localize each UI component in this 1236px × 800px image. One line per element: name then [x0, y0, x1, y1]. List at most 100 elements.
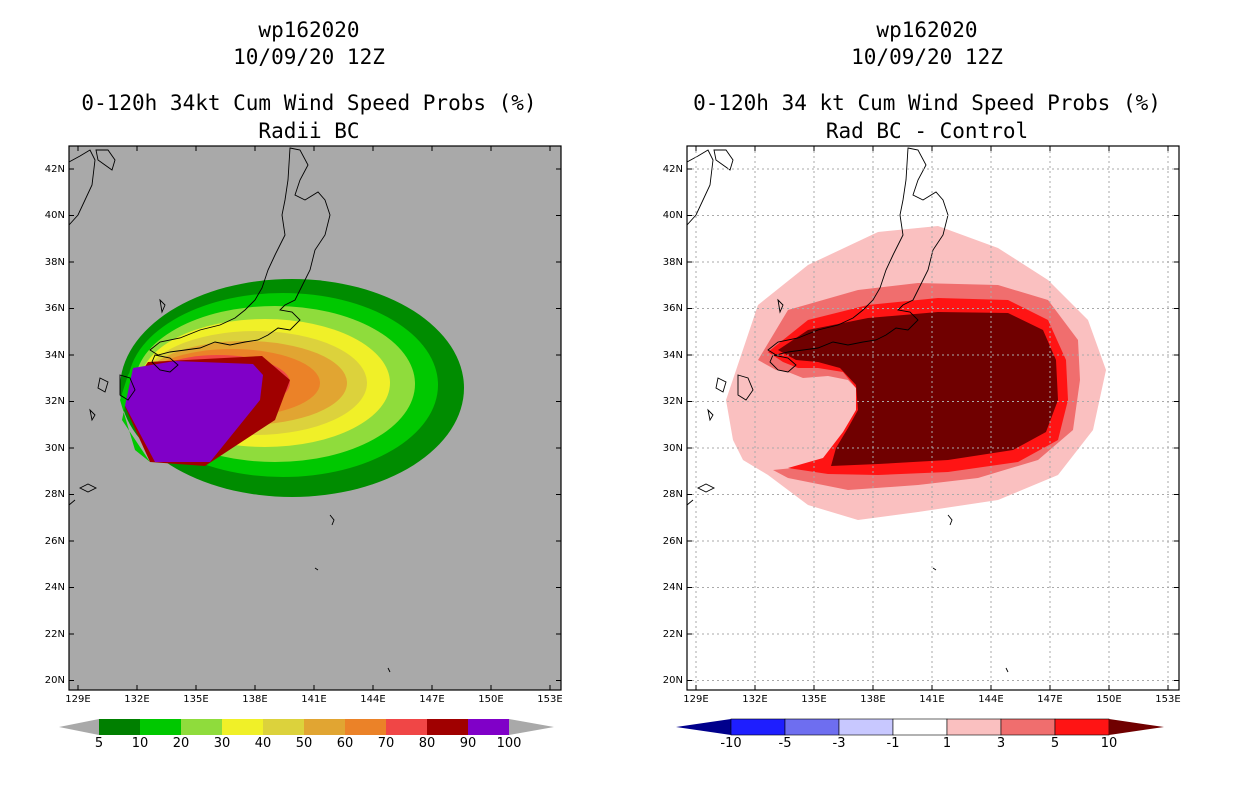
lat-label: 36N — [662, 303, 683, 314]
lon-label: 132E — [124, 694, 150, 705]
colorbar-swatch — [784, 718, 840, 736]
left-subtitle: Radii BC — [258, 119, 360, 143]
lat-label: 30N — [662, 443, 683, 454]
lat-label: 20N — [44, 675, 65, 686]
colorbar-label: 90 — [459, 736, 477, 751]
colorbar-label: 60 — [336, 736, 354, 751]
lon-label: 129E — [65, 694, 91, 705]
colorbar-swatch — [838, 718, 894, 736]
right-coastlines — [687, 147, 1009, 673]
colorbar-swatch — [140, 719, 181, 735]
right-colorbar — [676, 718, 1164, 736]
left-product-title: 0-120h 34kt Cum Wind Speed Probs (%) — [81, 91, 537, 115]
left-map-svg — [59, 145, 562, 735]
lat-label: 40N — [662, 210, 683, 221]
right-product-title: 0-120h 34 kt Cum Wind Speed Probs (%) — [693, 91, 1161, 115]
lat-label: 28N — [662, 489, 683, 500]
lat-label: 28N — [44, 489, 65, 500]
colorbar-swatch — [427, 719, 468, 735]
colorbar-label: 10 — [131, 736, 149, 751]
lon-label: 150E — [1096, 694, 1122, 705]
left-storm-id: wp162020 — [258, 18, 360, 42]
colorbar-under-arrow — [59, 719, 99, 735]
right-map-svg — [676, 145, 1180, 736]
lon-label: 138E — [242, 694, 268, 705]
lon-label: 147E — [1037, 694, 1063, 705]
right-map-panel: wp162020 10/09/20 12Z 0-120h 34 kt Cum W… — [618, 0, 1236, 800]
lat-label: 26N — [44, 536, 65, 547]
colorbar-label: 70 — [377, 736, 395, 751]
left-coastlines — [69, 147, 391, 673]
colorbar-swatch — [1054, 718, 1110, 736]
colorbar-label: 50 — [295, 736, 313, 751]
colorbar-label: 1 — [942, 736, 952, 751]
lon-label: 144E — [360, 694, 386, 705]
colorbar-label: 3 — [996, 736, 1006, 751]
colorbar-label: -10 — [720, 736, 742, 751]
left-map-panel: wp162020 10/09/20 12Z 0-120h 34kt Cum Wi… — [44, 18, 563, 751]
colorbar-label: 20 — [172, 736, 190, 751]
lat-label: 34N — [44, 350, 65, 361]
lat-label: 24N — [44, 582, 65, 593]
lon-label: 132E — [742, 694, 768, 705]
lat-label: 32N — [662, 396, 683, 407]
lat-label: 32N — [44, 396, 65, 407]
lon-label: 147E — [419, 694, 445, 705]
colorbar-label: -3 — [832, 736, 846, 751]
lon-label: 150E — [478, 694, 504, 705]
lon-label: 141E — [301, 694, 327, 705]
colorbar-under-arrow — [676, 719, 731, 735]
colorbar-label: -5 — [778, 736, 792, 751]
lat-label: 22N — [662, 629, 683, 640]
colorbar-swatch — [468, 719, 509, 735]
lon-label: 153E — [537, 694, 563, 705]
lat-label: 36N — [44, 303, 65, 314]
right-subtitle: Rad BC - Control — [825, 119, 1029, 143]
lon-label: 153E — [1155, 694, 1181, 705]
lat-label: 30N — [44, 443, 65, 454]
lon-label: 129E — [683, 694, 709, 705]
lon-label: 141E — [919, 694, 945, 705]
right-storm-id: wp162020 — [876, 18, 978, 42]
right-datetime: 10/09/20 12Z — [851, 45, 1003, 69]
colorbar-label: 10 — [1100, 736, 1118, 751]
lat-label: 24N — [662, 582, 683, 593]
colorbar-swatch — [181, 719, 222, 735]
lat-label: 40N — [44, 210, 65, 221]
lon-label: 135E — [801, 694, 827, 705]
colorbar-swatch — [386, 719, 427, 735]
colorbar-swatch — [222, 719, 263, 735]
lat-label: 42N — [44, 164, 65, 175]
lat-label: 42N — [662, 164, 683, 175]
colorbar-swatch — [946, 718, 1002, 736]
colorbar-label: 5 — [1050, 736, 1060, 751]
colorbar-label: 80 — [418, 736, 436, 751]
diff-contour-plus-10 — [778, 312, 1058, 466]
colorbar-label: 5 — [94, 736, 104, 751]
left-map-frame — [68, 145, 562, 691]
colorbar-swatch — [730, 718, 786, 736]
lon-label: 135E — [183, 694, 209, 705]
lat-label: 26N — [662, 536, 683, 547]
lat-label: 20N — [662, 675, 683, 686]
colorbar-over-arrow — [509, 719, 554, 735]
colorbar-label: 30 — [213, 736, 231, 751]
colorbar-over-arrow — [1109, 719, 1164, 735]
lon-label: 144E — [978, 694, 1004, 705]
lon-label: 138E — [860, 694, 886, 705]
colorbar-swatch — [892, 718, 948, 736]
colorbar-swatch — [99, 719, 140, 735]
lat-label: 38N — [44, 257, 65, 268]
right-map-frame — [686, 145, 1180, 691]
lat-label: 22N — [44, 629, 65, 640]
lat-label: 38N — [662, 257, 683, 268]
colorbar-label: 100 — [496, 736, 522, 751]
left-datetime: 10/09/20 12Z — [233, 45, 385, 69]
lat-label: 34N — [662, 350, 683, 361]
prob-contour-90 — [122, 361, 263, 462]
colorbar-label: 40 — [254, 736, 272, 751]
colorbar-swatch — [1000, 718, 1056, 736]
right-gridlines — [687, 146, 1179, 690]
colorbar-swatch — [304, 719, 345, 735]
colorbar-label: -1 — [886, 736, 900, 751]
